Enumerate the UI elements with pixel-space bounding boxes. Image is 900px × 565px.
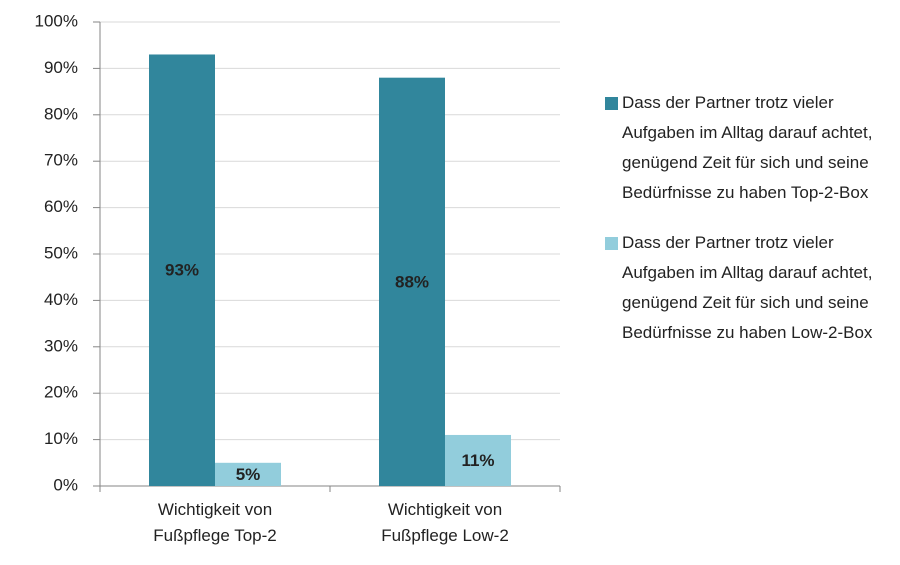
y-tick-label: 0% — [53, 475, 78, 494]
y-tick-label: 90% — [44, 58, 78, 77]
bar — [215, 462, 281, 486]
y-tick-label: 30% — [44, 336, 78, 355]
y-tick-label: 80% — [44, 104, 78, 123]
x-tick-label: Wichtigkeit von Fußpflege Top-2 — [153, 500, 277, 545]
data-label: 11% — [461, 451, 494, 470]
legend-swatch — [605, 97, 618, 110]
y-tick-label: 40% — [44, 290, 78, 309]
data-label: 88% — [395, 272, 429, 291]
y-tick-label: 10% — [44, 429, 78, 448]
bar — [379, 77, 445, 487]
data-label: 93% — [165, 261, 199, 280]
y-tick-label: 20% — [44, 383, 78, 402]
bar — [445, 434, 511, 486]
bar — [149, 54, 215, 486]
y-tick-label: 60% — [44, 197, 78, 216]
x-tick-label: Wichtigkeit von Fußpflege Low-2 — [381, 500, 509, 545]
legend-swatch — [605, 237, 618, 250]
legend-label: Dass der Partner trotz vieler Aufgaben i… — [622, 233, 873, 342]
y-tick-label: 70% — [44, 151, 78, 170]
data-label: 5% — [236, 465, 261, 484]
y-tick-label: 100% — [35, 11, 78, 30]
y-tick-label: 50% — [44, 243, 78, 262]
legend-label: Dass der Partner trotz vieler Aufgaben i… — [622, 93, 873, 202]
